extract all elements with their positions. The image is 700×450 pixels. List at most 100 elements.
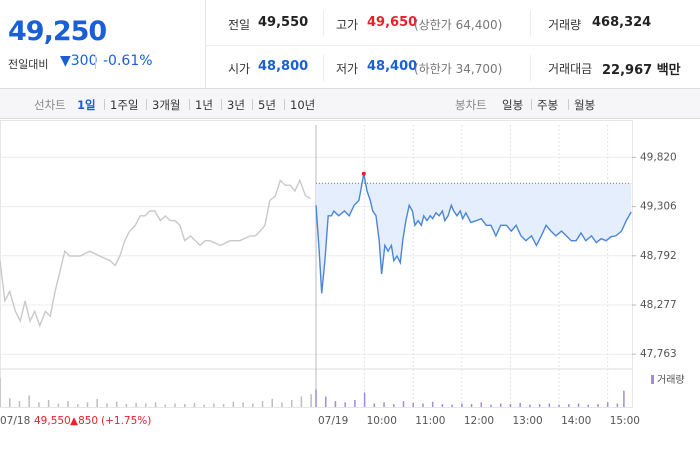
tab[interactable]: 1주일 <box>110 98 139 112</box>
volume-bar <box>261 401 264 407</box>
tab[interactable]: 일봉 <box>502 98 524 112</box>
volume-bar <box>373 403 376 407</box>
volume-bar <box>548 403 551 407</box>
volume-bar <box>281 402 283 407</box>
volume-bar <box>164 404 167 407</box>
price-line <box>315 173 632 294</box>
volume-bar <box>383 402 385 407</box>
x-tick-label: 11:00 <box>415 415 445 427</box>
change: ▼300 <box>60 53 98 69</box>
stat-label: 고가 <box>336 18 359 32</box>
stat-label: 거래량 <box>548 18 582 32</box>
volume-bar <box>606 402 609 407</box>
separator <box>531 99 532 110</box>
volume-bar <box>47 400 50 407</box>
stat-label: 거래대금 <box>548 62 593 76</box>
change-percent: -0.61% <box>103 53 153 69</box>
high-marker <box>361 171 366 176</box>
stat-value: 49,650 <box>367 15 418 30</box>
volume-bar <box>290 400 293 407</box>
volume-bar <box>222 404 225 407</box>
area-fill <box>316 173 632 294</box>
separator <box>189 99 190 110</box>
volume-bar <box>0 377 1 407</box>
tab[interactable]: 월봉 <box>574 98 596 112</box>
volume-bar <box>154 402 157 407</box>
chart: 49,820 49,306 48,792 48,277 47,763 07/18 07/19… <box>0 120 685 427</box>
volume-bar <box>568 404 570 407</box>
footer-change: ▲850 <box>70 415 98 427</box>
legend-label: 거래량 <box>657 374 685 386</box>
volume-bar <box>470 404 473 407</box>
stat-value: 49,550 <box>258 15 309 30</box>
divider <box>530 55 531 81</box>
volume-bar <box>232 401 235 407</box>
volume-bar <box>213 403 215 407</box>
volume-bar <box>354 400 356 407</box>
volume-bar <box>135 402 137 407</box>
divider <box>530 10 531 36</box>
volume-bar <box>106 403 108 407</box>
stat-label: 저가 <box>336 62 359 76</box>
volume-bar <box>344 402 346 407</box>
volume-bar <box>480 402 483 407</box>
x-tick-label: 07/19 <box>318 415 348 427</box>
divider <box>205 45 700 46</box>
volume-bar <box>441 404 444 407</box>
tab[interactable]: 1일 <box>77 98 96 112</box>
tab[interactable]: 10년 <box>290 98 316 112</box>
footer-percent: (+1.75%) <box>101 415 151 427</box>
y-tick-label: 47,763 <box>640 348 677 360</box>
y-tick-label: 49,306 <box>640 201 677 213</box>
stat-label: 시가 <box>228 62 251 76</box>
volume-bar <box>558 404 560 407</box>
volume-bar <box>529 404 531 407</box>
x-tick-label: 15:00 <box>610 415 640 427</box>
volume-bar <box>57 403 60 407</box>
volume-bar <box>145 403 147 407</box>
tab[interactable]: 3개월 <box>152 98 181 112</box>
separator <box>568 99 569 110</box>
volume-bar <box>252 403 254 407</box>
volume-bar <box>509 404 512 407</box>
volume-bar <box>86 402 89 407</box>
volume-bar <box>18 401 21 407</box>
stat-value: 22,967 백만 <box>602 63 681 78</box>
volume-bar <box>28 395 30 407</box>
y-tick-label: 49,820 <box>640 151 677 163</box>
volume-bar <box>587 404 589 407</box>
volume-bar <box>324 396 327 407</box>
stat-label: 전일 <box>228 18 251 32</box>
stat-value: 48,800 <box>258 59 309 74</box>
volume-bar <box>115 401 118 407</box>
divider <box>323 10 324 36</box>
volume-bar <box>431 401 434 407</box>
tab-group-label: 봉차트 <box>455 98 487 112</box>
stat-value: 468,324 <box>592 15 652 30</box>
change-label: 전일대비 <box>8 58 49 71</box>
price-box <box>0 0 206 88</box>
y-tick-label: 48,277 <box>640 299 677 311</box>
x-tick-label: 13:00 <box>512 415 542 427</box>
separator <box>284 99 285 110</box>
separator <box>221 99 222 110</box>
volume-bar <box>174 403 176 407</box>
volume-bar <box>38 402 40 407</box>
price-line <box>0 178 311 328</box>
tab[interactable]: 1년 <box>195 98 213 112</box>
tab[interactable]: 3년 <box>227 98 245 112</box>
volume-bar <box>538 404 541 407</box>
y-tick-label: 48,792 <box>640 250 677 262</box>
tab[interactable]: 주봉 <box>537 98 559 112</box>
volume-bar <box>334 401 337 407</box>
volume-bar <box>96 398 98 407</box>
volume-bar <box>412 402 414 407</box>
volume-bar <box>490 404 492 407</box>
volume-bar <box>8 398 11 407</box>
stat-note: (상한가 64,400) <box>414 18 503 32</box>
x-tick-label: 07/18 <box>0 415 30 427</box>
volume-bar <box>183 404 186 407</box>
tab[interactable]: 5년 <box>258 98 276 112</box>
volume-bar <box>577 403 580 407</box>
volume-bar <box>451 404 453 407</box>
